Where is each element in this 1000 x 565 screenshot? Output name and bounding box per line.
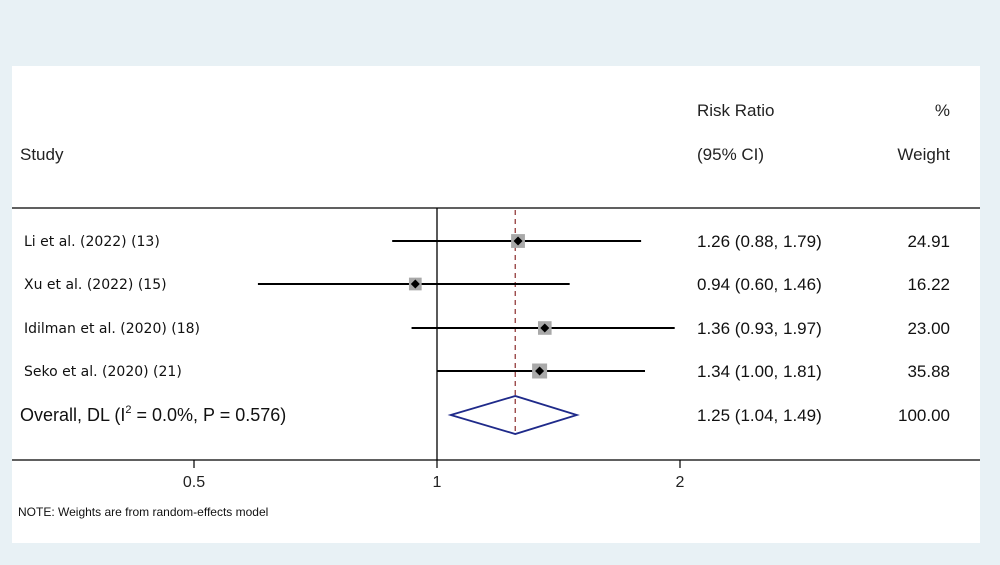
risk-ratio-value: 1.26 (0.88, 1.79) [697,232,822,251]
overall-weight-value: 100.00 [898,406,950,425]
risk-ratio-value: 1.36 (0.93, 1.97) [697,319,822,338]
header-risk-ratio: Risk Ratio [697,101,774,120]
study-label: Idilman et al. (2020) (18) [24,321,200,337]
header-ci: (95% CI) [697,145,764,164]
overall-label: Overall, DL (I2 = 0.0%, P = 0.576) [20,404,286,425]
header-study: Study [20,145,64,164]
weight-value: 16.22 [907,275,950,294]
plot-panel [12,66,980,543]
weight-value: 23.00 [907,319,950,338]
x-tick-label: 0.5 [183,474,205,491]
plot-marks [257,208,675,460]
risk-ratio-value: 1.34 (1.00, 1.81) [697,362,822,381]
point-estimate-marker [540,323,550,333]
footnote: NOTE: Weights are from random-effects mo… [18,505,268,519]
header-percent: % [935,101,950,120]
overall-diamond [447,395,580,435]
study-label: Seko et al. (2020) (21) [24,364,182,380]
point-estimate-marker [513,236,523,246]
overall-risk-ratio-value: 1.25 (1.04, 1.49) [697,406,822,425]
x-axis-ticks: 0.5 1 2 [183,460,685,491]
study-label: Xu et al. (2022) (15) [24,277,167,293]
weight-value: 24.91 [907,232,950,251]
point-estimate-marker [410,279,420,289]
study-label: Li et al. (2022) (13) [24,234,160,250]
row-labels: Li et al. (2022) (13) 1.26 (0.88, 1.79) 24… [20,232,950,425]
point-estimate-marker [535,366,545,376]
risk-ratio-value: 0.94 (0.60, 1.46) [697,275,822,294]
x-tick-label: 1 [433,474,442,491]
weight-value: 35.88 [907,362,950,381]
x-tick-label: 2 [676,474,685,491]
header-weight: Weight [897,145,950,164]
